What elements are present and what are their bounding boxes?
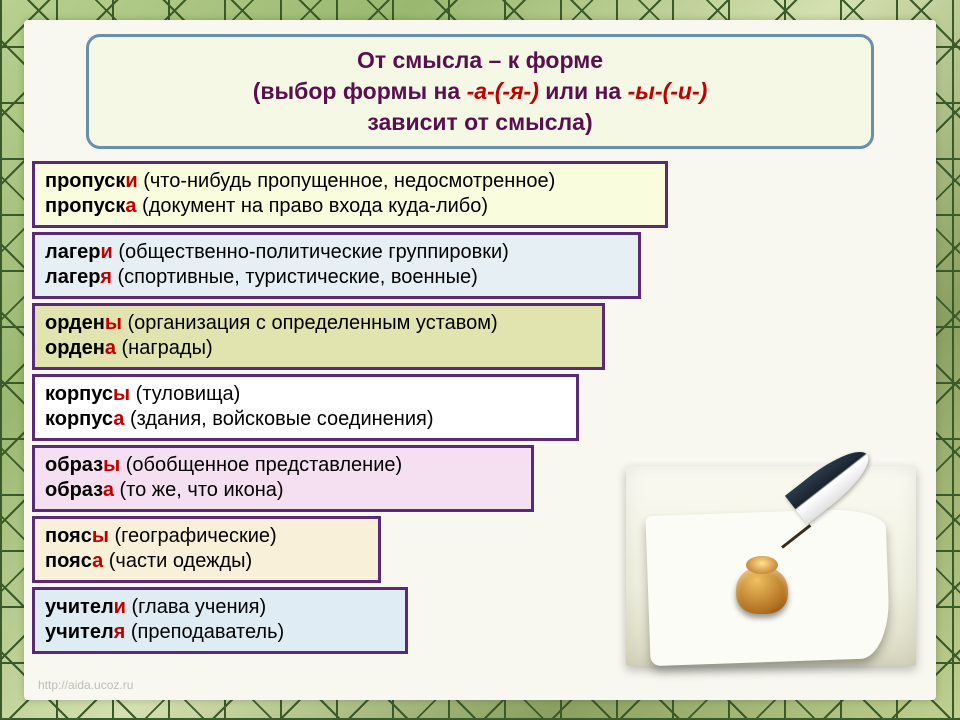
word2-ending: а bbox=[105, 337, 116, 359]
word-row-0: пропуски (что-нибудь пропущенное, недосм… bbox=[32, 161, 668, 228]
word2-def: (спортивные, туристические, военные) bbox=[112, 266, 478, 288]
word1-ending: и bbox=[125, 170, 137, 192]
word1-ending: и bbox=[101, 241, 113, 263]
word-row-5: поясы (географические) пояса (части одежд… bbox=[32, 516, 381, 583]
word1-stem: пропуск bbox=[45, 170, 125, 192]
word1-stem: корпус bbox=[45, 383, 113, 405]
word2-stem: лагер bbox=[45, 266, 100, 288]
word2-stem: пояс bbox=[45, 550, 92, 572]
word-row-6: учители (глава учения) учителя (преподава… bbox=[32, 587, 408, 654]
word1-stem: лагер bbox=[45, 241, 101, 263]
word1-def: (общественно-политические группировки) bbox=[113, 241, 509, 263]
quill-icon bbox=[776, 492, 886, 602]
word2-stem: образ bbox=[45, 479, 103, 501]
title-line2-b: или на bbox=[539, 78, 628, 104]
word-row-2: ордены (организация с определенным устав… bbox=[32, 303, 605, 370]
word2-stem: орден bbox=[45, 337, 105, 359]
title-line3: зависит от смысла) bbox=[367, 109, 592, 135]
word-row-4: образы (обобщенное представление)образа … bbox=[32, 445, 534, 512]
word1-ending: ы bbox=[113, 383, 130, 405]
word1-def: (организация с определенным уставом) bbox=[122, 312, 498, 334]
watermark: http://aida.ucoz.ru bbox=[38, 678, 133, 692]
word1-def: (туловища) bbox=[130, 383, 240, 405]
word2-def: (то же, что икона) bbox=[114, 479, 284, 501]
word2-def: (награды) bbox=[116, 337, 213, 359]
word2-ending: а bbox=[103, 479, 114, 501]
word1-ending: ы bbox=[103, 454, 120, 476]
title-line1: От смысла – к форме bbox=[357, 47, 603, 73]
content-panel: От смысла – к форме (выбор формы на -а-(… bbox=[24, 20, 936, 700]
word2-ending: а bbox=[92, 550, 103, 572]
word2-def: (преподаватель) bbox=[125, 621, 284, 643]
title-line2-a: (выбор формы на bbox=[253, 78, 467, 104]
word2-ending: я bbox=[100, 266, 112, 288]
word2-def: (здания, войсковые соединения) bbox=[124, 408, 433, 430]
word2-def: (документ на право входа куда-либо) bbox=[136, 195, 488, 217]
word2-stem: пропуск bbox=[45, 195, 125, 217]
word1-stem: орден bbox=[45, 312, 105, 334]
title-box: От смысла – к форме (выбор формы на -а-(… bbox=[86, 34, 874, 149]
title-hl1: -а-(-я-) bbox=[467, 78, 539, 104]
word1-stem: учител bbox=[45, 596, 114, 618]
word2-stem: корпус bbox=[45, 408, 113, 430]
title-hl2: -ы-(-и-) bbox=[628, 78, 708, 104]
word1-stem: образ bbox=[45, 454, 103, 476]
word2-def: (части одежды) bbox=[103, 550, 252, 572]
word-row-1: лагери (общественно-политические группир… bbox=[32, 232, 641, 299]
word1-stem: пояс bbox=[45, 525, 92, 547]
word1-def: (что-нибудь пропущенное, недосмотренное) bbox=[138, 170, 556, 192]
word1-ending: ы bbox=[105, 312, 122, 334]
word-row-3: корпусы (туловища) корпуса (здания, войск… bbox=[32, 374, 579, 441]
word1-def: (обобщенное представление) bbox=[120, 454, 402, 476]
word1-ending: ы bbox=[92, 525, 109, 547]
word1-def: (географические) bbox=[109, 525, 277, 547]
word1-def: (глава учения) bbox=[126, 596, 266, 618]
word1-ending: и bbox=[114, 596, 126, 618]
decorative-image bbox=[626, 466, 916, 666]
word2-ending: а bbox=[125, 195, 136, 217]
word2-ending: я bbox=[114, 621, 126, 643]
word2-ending: а bbox=[113, 408, 124, 430]
word2-stem: учител bbox=[45, 621, 114, 643]
